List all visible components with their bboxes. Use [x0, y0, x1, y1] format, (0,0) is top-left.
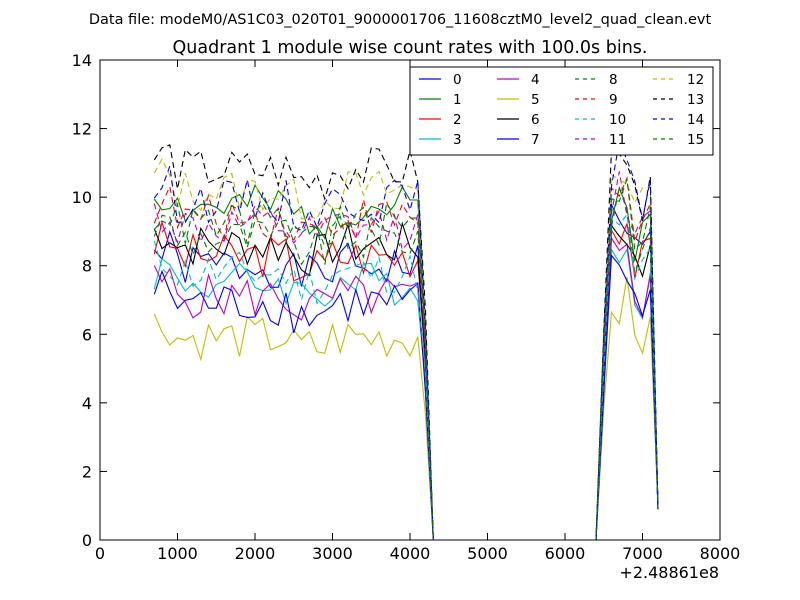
series-line-14	[153, 139, 659, 541]
legend-label-4: 4	[531, 72, 540, 88]
y-tick-label: 4	[82, 394, 92, 413]
series-line-7	[153, 254, 659, 541]
series-line-0	[153, 202, 659, 541]
x-tick-label: 5000	[467, 544, 508, 563]
series-line-4	[153, 236, 659, 541]
legend-label-3: 3	[453, 132, 462, 148]
axis-ticks	[99, 59, 721, 541]
legend-label-8: 8	[609, 72, 618, 88]
legend-label-2: 2	[453, 112, 462, 128]
y-tick-label: 14	[72, 51, 92, 70]
series-line-8	[153, 185, 659, 541]
series-line-11	[153, 171, 659, 541]
legend-label-7: 7	[531, 132, 540, 148]
y-tick-label: 6	[82, 325, 92, 344]
series-line-9	[153, 176, 659, 541]
legend-label-14: 14	[687, 112, 704, 128]
legend-label-13: 13	[687, 92, 704, 108]
x-tick-label: 3000	[312, 544, 353, 563]
y-tick-label: 10	[72, 188, 92, 207]
series-line-10	[153, 212, 659, 541]
legend-label-15: 15	[687, 132, 704, 148]
legend-label-1: 1	[453, 92, 462, 108]
series-line-2	[153, 220, 659, 541]
y-tick-label: 8	[82, 257, 92, 276]
x-tick-label: 2000	[235, 544, 276, 563]
x-tick-label: 6000	[545, 544, 586, 563]
legend-label-10: 10	[609, 112, 626, 128]
series-line-6	[153, 221, 659, 541]
axis-tick-labels: 0 1000 2000 3000 4000 5000 6000 7000 80000246810…	[72, 51, 741, 563]
legend-label-0: 0	[453, 72, 462, 88]
x-tick-label: 7000	[622, 544, 663, 563]
x-tick-label: 4000	[390, 544, 431, 563]
x-tick-label: 8000	[700, 544, 741, 563]
legend-label-12: 12	[687, 72, 704, 88]
legend-label-9: 9	[609, 92, 618, 108]
y-tick-label: 2	[82, 462, 92, 481]
x-tick-label: 1000	[157, 544, 198, 563]
legend-label-5: 5	[531, 92, 540, 108]
legend-box	[409, 66, 714, 156]
plot-lines	[153, 139, 659, 541]
legend-label-6: 6	[531, 112, 540, 128]
x-tick-label: 0	[95, 544, 105, 563]
series-line-5	[153, 276, 659, 541]
chart-title: Quadrant 1 module wise count rates with …	[173, 38, 648, 58]
y-tick-label: 12	[72, 120, 92, 139]
series-line-15	[153, 179, 659, 541]
y-tick-label: 0	[82, 531, 92, 550]
x-offset-label: +2.48861e8	[619, 563, 719, 582]
data-file-label: Data file: modeM0/AS1C03_020T01_90000017…	[89, 12, 712, 28]
legend-label-11: 11	[609, 132, 626, 148]
series-line-13	[153, 144, 659, 541]
